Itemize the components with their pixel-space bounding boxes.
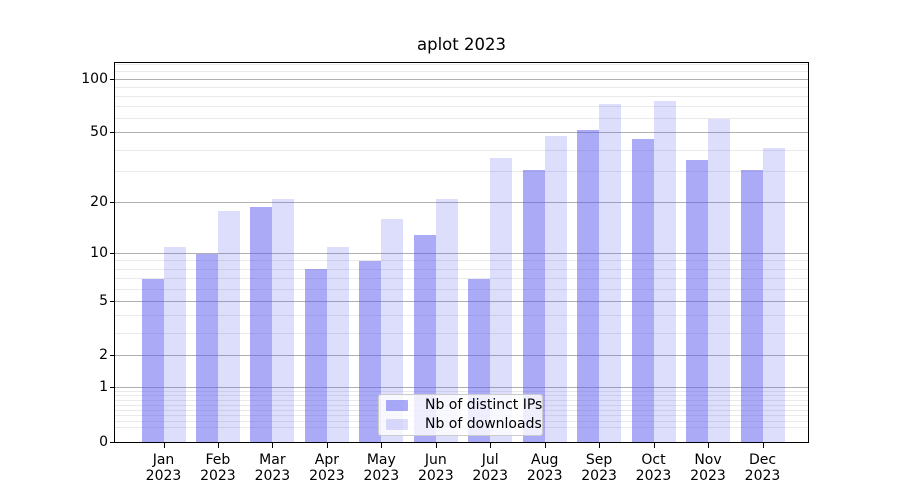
x-tick-mark	[544, 443, 546, 448]
x-tick-mark	[381, 443, 383, 448]
bar-ips-apr	[304, 269, 327, 442]
y-tick-label: 20	[90, 194, 108, 211]
bar-downloads-mar	[272, 199, 295, 442]
bar-downloads-feb	[218, 210, 240, 442]
gridline-minor	[115, 391, 808, 392]
y-tick-mark	[110, 387, 114, 388]
x-tick-mark	[708, 443, 709, 448]
y-tick-label: 5	[99, 292, 108, 309]
gridline-minor	[115, 150, 808, 151]
y-tick-label: 10	[90, 244, 108, 261]
bar-downloads-apr	[326, 246, 349, 442]
y-tick-mark	[110, 355, 114, 357]
bar-ips-feb	[196, 253, 218, 442]
bar-ips-nov	[686, 160, 708, 442]
gridline-minor	[115, 278, 808, 279]
bar-ips-dec	[740, 169, 763, 442]
bar-ips-aug	[522, 169, 545, 442]
bar-downloads-sep	[599, 103, 622, 442]
x-tick-mark	[762, 443, 764, 448]
x-tick-label-nov: Nov 2023	[690, 452, 726, 484]
bar-ips-jan	[141, 278, 164, 442]
x-tick-mark	[653, 443, 655, 448]
y-tick-label: 2	[99, 347, 108, 364]
x-tick-mark	[435, 443, 437, 448]
gridline-minor	[115, 269, 808, 270]
gridline-minor	[115, 118, 808, 119]
x-tick-label-sep: Sep 2023	[581, 452, 617, 484]
bar-ips-oct	[631, 139, 654, 442]
y-tick-label: 0	[99, 433, 108, 450]
legend-label-downloads: Nb of downloads	[425, 416, 542, 432]
legend-item-downloads: Nb of downloads	[386, 417, 542, 432]
bar-downloads-jan	[163, 246, 186, 442]
legend-label-distinct-ips: Nb of distinct IPs	[425, 397, 543, 413]
gridline-major	[115, 355, 808, 356]
x-tick-mark	[326, 443, 328, 448]
gridline-minor	[115, 87, 808, 88]
y-tick-mark	[110, 300, 114, 302]
bar-downloads-nov	[708, 118, 730, 442]
y-tick-mark	[110, 202, 114, 204]
x-tick-label-jun: Jun 2023	[417, 452, 454, 484]
bar-downloads-may	[381, 219, 404, 442]
bar-downloads-jun	[435, 199, 458, 442]
legend: Nb of distinct IPs Nb of downloads	[378, 394, 543, 436]
gridline-minor	[115, 333, 808, 334]
bar-downloads-oct	[653, 100, 676, 442]
bar-ips-mar	[250, 206, 273, 442]
bar-ips-may	[359, 261, 382, 442]
y-tick-label: 50	[90, 124, 108, 141]
bar-downloads-dec	[762, 148, 785, 442]
gridline-minor	[115, 106, 808, 107]
x-tick-label-feb: Feb 2023	[200, 452, 236, 484]
y-tick-mark	[110, 252, 114, 254]
x-tick-label-jan: Jan 2023	[145, 452, 182, 484]
gridline-major	[115, 387, 808, 388]
gridline-minor	[115, 71, 808, 72]
gridline-minor	[115, 315, 808, 316]
gridline-major	[115, 202, 808, 203]
plot-area	[114, 62, 809, 443]
x-tick-label-mar: Mar 2023	[254, 452, 291, 484]
gridline-minor	[115, 260, 808, 261]
x-tick-mark	[217, 443, 219, 448]
bar-ips-sep	[577, 129, 600, 442]
x-tick-mark	[163, 443, 165, 448]
x-tick-mark	[490, 443, 492, 448]
x-tick-mark	[599, 443, 601, 448]
gridline-major	[115, 79, 808, 80]
x-tick-label-apr: Apr 2023	[309, 452, 345, 484]
gridline-major	[115, 301, 808, 302]
bar-ips-jun	[413, 234, 436, 442]
x-tick-mark	[272, 443, 274, 448]
legend-swatch-downloads	[386, 419, 408, 430]
bar-downloads-aug	[544, 136, 567, 442]
gridline-major	[115, 253, 808, 254]
y-tick-mark	[110, 132, 114, 134]
gridline-major	[115, 132, 808, 133]
legend-swatch-distinct-ips	[386, 400, 408, 411]
y-tick-label: 1	[99, 379, 108, 395]
legend-item-distinct-ips: Nb of distinct IPs	[386, 398, 542, 413]
bar-downloads-jul	[490, 158, 513, 442]
y-tick-mark	[110, 441, 114, 443]
gridline-minor	[115, 289, 808, 290]
gridline-minor	[115, 64, 808, 65]
x-tick-label-may: May 2023	[363, 452, 400, 484]
gridline-minor	[115, 96, 808, 97]
gridline-minor	[115, 171, 808, 172]
y-tick-label: 100	[81, 70, 108, 87]
x-tick-label-jul: Jul 2023	[472, 452, 508, 484]
y-tick-mark	[110, 78, 114, 80]
x-tick-label-dec: Dec 2023	[744, 452, 781, 484]
chart-title: aplot 2023	[417, 35, 506, 54]
x-tick-label-oct: Oct 2023	[635, 452, 672, 484]
x-tick-label-aug: Aug 2023	[526, 452, 563, 484]
